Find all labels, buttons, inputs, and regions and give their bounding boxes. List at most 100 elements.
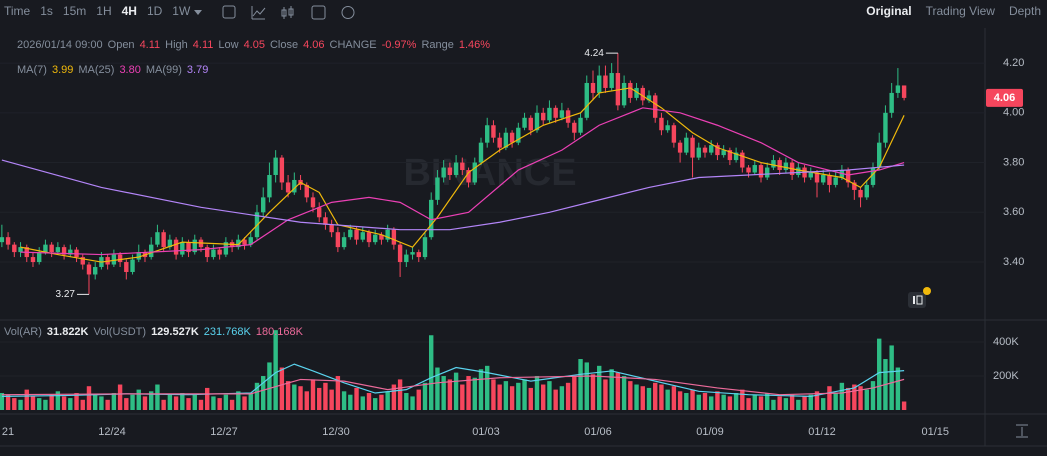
volume-bar [453, 372, 459, 410]
volume-bar [740, 389, 745, 410]
layer-button[interactable] [908, 292, 926, 308]
settings-icon[interactable] [311, 5, 326, 20]
volume-bar [547, 381, 552, 410]
volume-bar [478, 369, 484, 410]
candle-body [410, 252, 415, 255]
x-tick-label: 01/12 [808, 426, 836, 438]
interval-button[interactable]: 4H [121, 4, 137, 18]
interval-button[interactable]: 15m [62, 4, 87, 18]
ma-line [1, 159, 905, 231]
ma-line [20, 107, 905, 256]
legend-value: 129.527K [151, 326, 199, 338]
volume-bar [180, 393, 185, 410]
candle-body [354, 229, 359, 240]
y-tick-label: 3.60 [1003, 206, 1024, 218]
candle-body [559, 110, 565, 118]
candle-body [211, 249, 216, 258]
candle-body [615, 73, 621, 106]
volume-bar [752, 394, 757, 410]
candle-body [659, 117, 664, 131]
indicator-icon[interactable] [251, 6, 266, 20]
volume-bar [173, 396, 179, 410]
scroll-to-end[interactable] [1016, 424, 1028, 438]
candle-body [541, 112, 546, 121]
candle-body [111, 254, 117, 265]
candle-body [323, 217, 328, 225]
volume-bar [117, 384, 123, 410]
candle-body [671, 125, 677, 143]
dropdown-icon[interactable] [194, 10, 202, 15]
view-tab[interactable]: Trading View [925, 4, 995, 18]
volume-bar [43, 399, 48, 410]
legend-name: Vol(AR) [4, 326, 42, 338]
volume-bar [733, 393, 739, 410]
volume-bar [379, 394, 384, 410]
volume-bar [105, 399, 110, 410]
tool-icons [194, 5, 355, 20]
volume-bar [217, 398, 222, 410]
volume-bar [821, 398, 826, 410]
volume-bar [621, 376, 627, 410]
view-tab[interactable]: Depth [1008, 4, 1041, 18]
interval-button[interactable]: 1s [40, 4, 53, 18]
candle-body [677, 142, 683, 153]
candle-body [733, 152, 739, 161]
interval-button[interactable]: 1W [172, 4, 191, 18]
volume-bar [578, 359, 583, 410]
interval-button[interactable]: 1D [146, 4, 163, 18]
candle-body [485, 125, 490, 143]
candle-body [348, 229, 353, 238]
candle-body [497, 137, 502, 148]
candle-body [522, 117, 527, 128]
legend-value: 180.168K [255, 326, 303, 338]
candle-body [503, 132, 509, 148]
volume-bar [130, 394, 135, 410]
legend-value: 3.79 [186, 64, 209, 76]
volume-bar [858, 386, 863, 410]
volume-bar [68, 398, 73, 410]
volume-bar [534, 376, 540, 410]
volume-bar [528, 387, 533, 410]
candle-body [136, 252, 141, 260]
volume-bar [30, 396, 36, 410]
calendar-icon[interactable] [222, 5, 236, 19]
candle-body [447, 167, 453, 175]
candle-body [783, 162, 789, 171]
candle-body [584, 82, 589, 118]
volume-bar [136, 389, 141, 410]
candle-body [621, 82, 627, 106]
field-label: CHANGE [329, 39, 377, 51]
volume-bar [341, 391, 347, 410]
volume-bar [877, 338, 882, 410]
volume-bar [889, 345, 894, 410]
volume-bar [198, 399, 204, 410]
field-label: Low [218, 39, 239, 51]
chart-type-icon[interactable] [281, 6, 294, 19]
volume-bar [317, 387, 322, 410]
volume-bar [329, 389, 334, 410]
candle-body [727, 150, 733, 161]
view-tab[interactable]: Original [866, 4, 912, 18]
volume-bar [192, 394, 197, 410]
volume-bar [702, 393, 708, 410]
volume-bar [584, 362, 589, 410]
more-icon[interactable] [341, 6, 355, 19]
interval-button[interactable]: 1H [96, 4, 112, 18]
candle-body [821, 174, 826, 183]
volume-bar [671, 386, 677, 410]
volume-bar [391, 384, 397, 410]
candle-body [578, 117, 583, 133]
volume-bar [310, 379, 316, 410]
candle-body [634, 87, 639, 98]
candle-body [12, 244, 17, 253]
volume-bar [167, 394, 173, 410]
candle-body [93, 267, 98, 275]
volume-bar [429, 335, 434, 410]
candle-body [55, 247, 61, 253]
volume-bar [603, 379, 608, 410]
volume-bar [485, 365, 490, 410]
field-label: Range [421, 39, 454, 51]
interval-button[interactable]: Time [4, 4, 31, 18]
candle-body [360, 232, 365, 240]
